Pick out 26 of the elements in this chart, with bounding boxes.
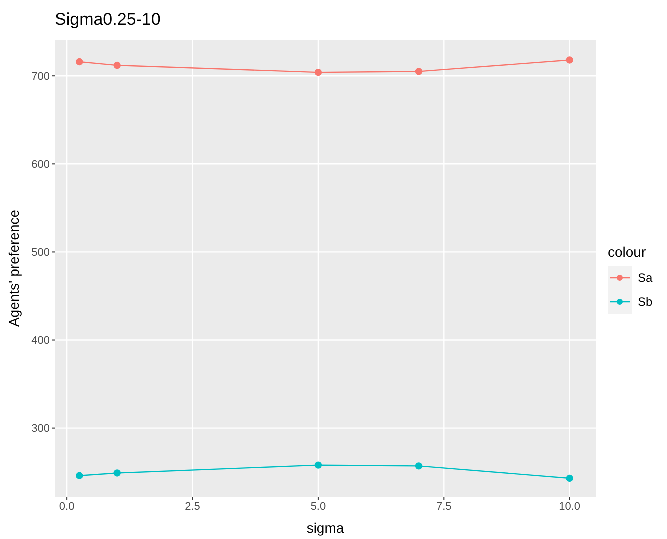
point: [566, 474, 574, 482]
legend-label: Sa: [638, 271, 653, 285]
y-tick-label: 400: [32, 335, 50, 348]
x-tick-label: 7.5: [436, 500, 452, 513]
x-tick-label: 2.5: [185, 500, 200, 513]
point: [314, 462, 322, 469]
point: [415, 462, 423, 470]
legend-title: colour: [608, 244, 648, 260]
y-tick-label: 700: [32, 71, 50, 84]
legend-label: Sb: [638, 295, 653, 309]
point: [76, 472, 84, 480]
y-axis-title: Agents' preference: [6, 210, 22, 328]
x-tick-label: 0.0: [59, 500, 75, 513]
point: [114, 470, 121, 477]
point: [114, 62, 121, 70]
point: [566, 56, 574, 64]
x-axis-title: sigma: [306, 520, 344, 536]
x-tick-label: 10.0: [559, 500, 581, 513]
point: [314, 68, 322, 76]
y-tick-label: 300: [32, 423, 50, 436]
chart-title: Sigma0.25-10: [55, 10, 161, 30]
point: [76, 58, 84, 66]
x-tick-label: 5.0: [310, 500, 326, 513]
point: [415, 68, 423, 76]
y-tick-label: 500: [32, 247, 50, 260]
y-tick-label: 600: [32, 159, 50, 172]
